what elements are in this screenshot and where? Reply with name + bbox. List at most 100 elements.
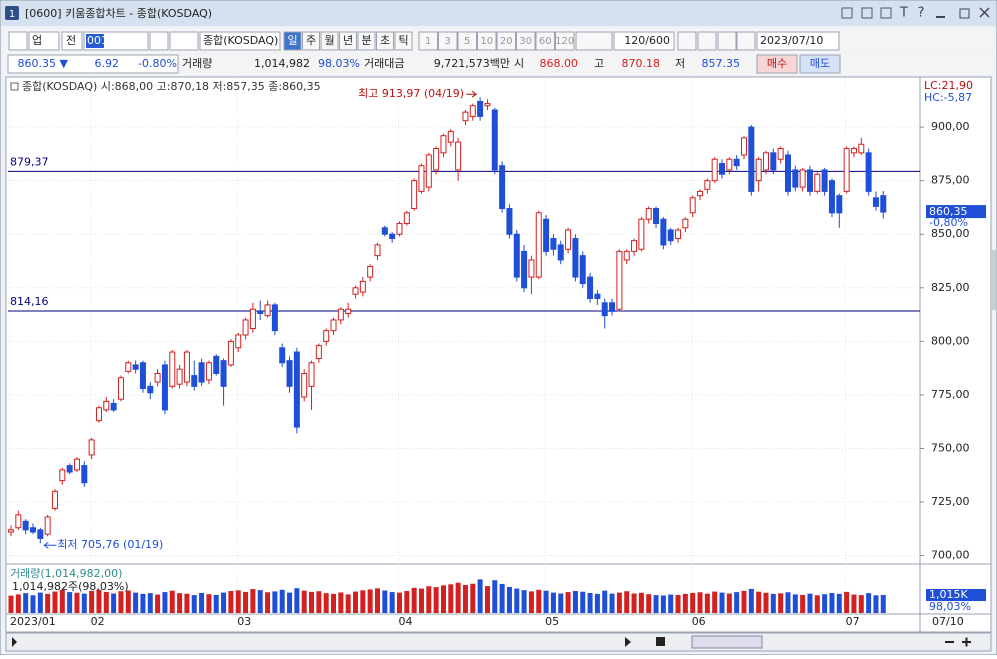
- period-label[interactable]: 월: [324, 34, 334, 47]
- volume-bar: [375, 588, 380, 613]
- date[interactable]: 2023/07/10: [760, 34, 823, 47]
- volume-bar: [800, 594, 806, 613]
- candle-body: [81, 465, 88, 484]
- interval-label[interactable]: 5: [464, 36, 470, 47]
- market-select[interactable]: [28, 31, 60, 51]
- copy-icon[interactable]: [861, 7, 873, 19]
- interval-label[interactable]: 10: [480, 36, 493, 47]
- count[interactable]: 120/600: [624, 34, 670, 47]
- sound-button[interactable]: [169, 31, 199, 51]
- period-label[interactable]: 주: [306, 34, 316, 47]
- candle-body: [865, 152, 872, 192]
- candle-body: [403, 212, 410, 225]
- candle-body: [872, 197, 879, 207]
- interval-button[interactable]: [477, 31, 497, 51]
- volume-bar: [514, 588, 520, 613]
- settings[interactable]: [736, 31, 756, 51]
- candle-body: [550, 238, 557, 250]
- name-field[interactable]: [199, 31, 281, 51]
- interval-button[interactable]: [516, 31, 536, 51]
- interval-label[interactable]: 60: [539, 36, 552, 47]
- interval-button[interactable]: [496, 31, 516, 51]
- volume-bar: [851, 594, 857, 613]
- buy[interactable]: 매수: [767, 57, 787, 70]
- layout-button[interactable]: [8, 31, 28, 51]
- last-rate: -0,80%: [929, 216, 968, 229]
- period-label[interactable]: 일: [287, 33, 297, 47]
- scroll-right[interactable]: [625, 637, 631, 647]
- code[interactable]: 001: [87, 34, 108, 47]
- scope-select[interactable]: [61, 31, 83, 51]
- side-scroll[interactable]: [992, 250, 996, 310]
- volume: 1,014,982: [254, 57, 310, 70]
- volume-bar: [23, 593, 29, 613]
- close[interactable]: [979, 7, 990, 18]
- candle-body: [213, 355, 220, 374]
- interval-label[interactable]: 20: [500, 36, 513, 47]
- volume-bar: [338, 592, 344, 613]
- market[interactable]: 업: [32, 34, 42, 47]
- period-button[interactable]: [376, 31, 394, 51]
- help-button[interactable]: ?: [918, 6, 925, 21]
- volume-bar: [682, 593, 688, 613]
- volume-bar: [221, 592, 227, 613]
- period-button[interactable]: [283, 31, 302, 51]
- scrollbar[interactable]: [5, 632, 992, 652]
- period-label[interactable]: 틱: [398, 34, 408, 47]
- maximize[interactable]: [959, 8, 970, 19]
- volume-bar: [697, 592, 703, 613]
- period-button[interactable]: [320, 31, 339, 51]
- sell-button[interactable]: [799, 54, 841, 74]
- tool-c[interactable]: [717, 31, 737, 51]
- interval-button[interactable]: [457, 31, 477, 51]
- interval-label[interactable]: 3: [445, 36, 451, 47]
- interval-label[interactable]: 1: [425, 36, 431, 47]
- period-button[interactable]: [339, 31, 357, 51]
- sell[interactable]: 매도: [810, 57, 830, 70]
- volume-bar: [45, 593, 51, 613]
- interval-button[interactable]: [438, 31, 458, 51]
- zoom-in[interactable]: [962, 637, 971, 647]
- unit-select[interactable]: [575, 31, 613, 51]
- scroll-left[interactable]: [12, 637, 17, 647]
- period-label[interactable]: 초: [380, 34, 390, 47]
- candle-body: [279, 347, 286, 364]
- buy-button[interactable]: [756, 54, 798, 74]
- font-button[interactable]: T: [899, 6, 908, 21]
- candle-body: [528, 259, 535, 278]
- candle-body: [660, 218, 667, 246]
- layout-icon[interactable]: [841, 7, 853, 19]
- x-tick-label: 2023/01: [10, 615, 56, 628]
- volume-bar: [470, 583, 476, 613]
- period-label[interactable]: 년: [343, 34, 353, 47]
- candle-body: [521, 250, 528, 289]
- volume-bar: [770, 593, 776, 613]
- candle-body: [594, 293, 601, 300]
- search-button[interactable]: [149, 31, 169, 51]
- tool-a[interactable]: [677, 31, 697, 51]
- interval-label[interactable]: 30: [519, 36, 532, 47]
- link-icon[interactable]: [880, 7, 892, 19]
- volume-bar: [880, 595, 886, 613]
- date-field[interactable]: [756, 31, 840, 51]
- legend-box: [10, 82, 19, 91]
- candle-body: [191, 375, 198, 387]
- period-button[interactable]: [357, 31, 376, 51]
- period-button[interactable]: [302, 31, 320, 51]
- period-button[interactable]: [394, 31, 413, 51]
- code-name[interactable]: 종합(KOSDAQ): [203, 34, 278, 47]
- period-label[interactable]: 분: [361, 34, 371, 47]
- candle-body: [227, 340, 234, 366]
- interval-button[interactable]: [418, 31, 438, 51]
- last-date: 07/10: [932, 615, 964, 628]
- scroll-thumb[interactable]: [691, 635, 763, 649]
- interval-button[interactable]: [535, 31, 555, 51]
- candle-body: [418, 165, 425, 192]
- stop-button[interactable]: [656, 637, 665, 646]
- candle-body: [880, 195, 887, 213]
- count-field[interactable]: [613, 31, 675, 51]
- interval-button[interactable]: [555, 31, 575, 51]
- interval-label[interactable]: 120: [555, 36, 574, 47]
- tool-b[interactable]: [697, 31, 717, 51]
- scope[interactable]: 전: [66, 34, 76, 47]
